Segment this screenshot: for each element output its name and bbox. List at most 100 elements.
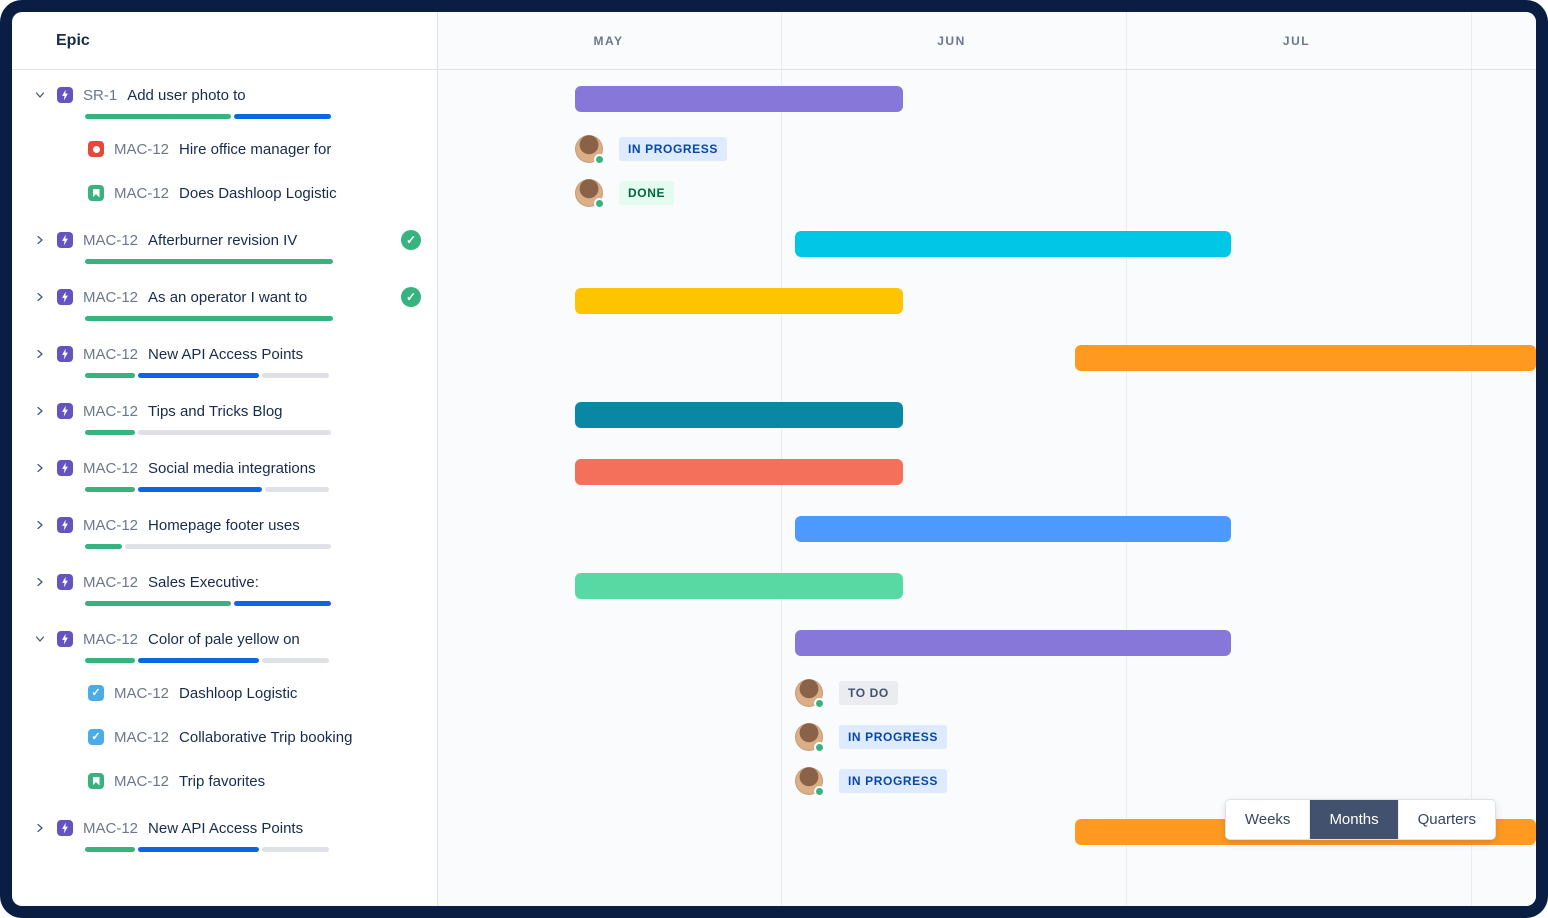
progress-segment <box>137 430 332 435</box>
issue-title: Trip favorites <box>179 772 266 790</box>
status-badge: IN PROGRESS <box>839 769 947 793</box>
issue-title: Does Dashloop Logistic <box>179 184 337 202</box>
timeline-bar[interactable] <box>795 629 1231 656</box>
progress-segment <box>85 658 135 663</box>
issue-title: New API Access Points <box>148 819 304 837</box>
status-badge: TO DO <box>839 681 898 705</box>
epic-row[interactable]: MAC-12 Sales Executive: <box>12 557 1536 614</box>
timeline-bar[interactable] <box>575 85 903 112</box>
avatar <box>795 723 825 753</box>
issue-title: Tips and Tricks Blog <box>148 402 283 420</box>
assignee-group: TO DO <box>795 671 1536 715</box>
progress-segment <box>85 544 123 549</box>
issue-key: SR-1 <box>83 86 118 104</box>
issue-key: MAC-12 <box>83 345 139 363</box>
chevron-right-icon[interactable] <box>33 518 47 532</box>
epic-row[interactable]: MAC-12 New API Access Points <box>12 329 1536 386</box>
status-badge: IN PROGRESS <box>839 725 947 749</box>
timeline-header: MAY JUN JUL <box>437 12 1536 69</box>
issue-key: MAC-12 <box>83 516 139 534</box>
epic-row[interactable]: MAC-12 Color of pale yellow on <box>12 614 1536 671</box>
epic-row[interactable]: MAC-12 Homepage footer uses <box>12 500 1536 557</box>
presence-dot-icon <box>814 742 825 753</box>
done-check-icon: ✓ <box>401 287 421 307</box>
epic-row[interactable]: MAC-12 As an operator I want to ✓ <box>12 272 1536 329</box>
progress-bar <box>85 544 333 549</box>
epic-icon <box>57 460 73 476</box>
progress-bar <box>85 259 333 264</box>
assignee-group: IN PROGRESS <box>795 715 1536 759</box>
chevron-right-icon[interactable] <box>33 821 47 835</box>
chevron-down-icon[interactable] <box>33 632 47 646</box>
issue-key: MAC-12 <box>114 772 170 790</box>
issue-key: MAC-12 <box>83 231 139 249</box>
issue-key: MAC-12 <box>83 288 139 306</box>
quarters-button[interactable]: Quarters <box>1397 800 1495 839</box>
status-badge: DONE <box>619 181 675 205</box>
issue-title: Afterburner revision IV <box>148 231 298 249</box>
progress-segment <box>262 847 330 852</box>
gridline <box>1126 12 1127 906</box>
epic-icon <box>57 289 73 305</box>
chevron-right-icon[interactable] <box>33 290 47 304</box>
issue-title: As an operator I want to <box>148 288 308 306</box>
presence-dot-icon <box>814 786 825 797</box>
chevron-right-icon[interactable] <box>33 404 47 418</box>
progress-segment <box>137 487 262 492</box>
epic-row[interactable]: MAC-12 Tips and Tricks Blog <box>12 386 1536 443</box>
timeline-bar[interactable] <box>575 458 903 485</box>
child-issue-row[interactable]: ✓ MAC-12 Collaborative Trip booking IN P… <box>12 715 1536 759</box>
timeline-bar[interactable] <box>795 230 1231 257</box>
progress-bar <box>85 316 333 321</box>
weeks-button[interactable]: Weeks <box>1225 800 1310 839</box>
epic-column-header: Epic <box>56 31 90 49</box>
issue-title: Sales Executive: <box>148 573 259 591</box>
progress-segment <box>85 430 135 435</box>
months-button[interactable]: Months <box>1309 800 1398 839</box>
story-icon <box>88 185 104 201</box>
chevron-down-icon[interactable] <box>33 88 47 102</box>
done-check-icon: ✓ <box>401 230 421 250</box>
epic-row[interactable]: MAC-12 Afterburner revision IV ✓ <box>12 215 1536 272</box>
view-toggle: Weeks Months Quarters <box>1225 800 1495 839</box>
epic-icon <box>57 403 73 419</box>
month-label-may: MAY <box>593 33 624 48</box>
chevron-right-icon[interactable] <box>33 233 47 247</box>
progress-segment <box>137 373 260 378</box>
chevron-right-icon[interactable] <box>33 347 47 361</box>
assignee-group: IN PROGRESS <box>575 127 1536 171</box>
status-badge: IN PROGRESS <box>619 137 727 161</box>
timeline-bar[interactable] <box>575 572 903 599</box>
child-issue-row[interactable]: ✓ MAC-12 Dashloop Logistic TO DO <box>12 671 1536 715</box>
epic-icon <box>57 87 73 103</box>
progress-bar <box>85 487 333 492</box>
timeline-bar[interactable] <box>575 401 903 428</box>
issue-key: MAC-12 <box>114 684 170 702</box>
issue-title: Social media integrations <box>148 459 316 477</box>
progress-bar <box>85 601 333 606</box>
progress-bar <box>85 847 333 852</box>
epic-row[interactable]: SR-1 Add user photo to <box>12 70 1536 127</box>
progress-segment <box>137 658 260 663</box>
epic-icon <box>57 820 73 836</box>
timeline-bar[interactable] <box>795 515 1231 542</box>
progress-segment <box>234 601 332 606</box>
month-label-jun: JUN <box>937 33 966 48</box>
progress-segment <box>85 114 232 119</box>
issue-key: MAC-12 <box>114 184 170 202</box>
timeline-bar[interactable] <box>575 287 903 314</box>
chevron-right-icon[interactable] <box>33 575 47 589</box>
progress-segment <box>137 847 260 852</box>
issue-key: MAC-12 <box>114 140 170 158</box>
child-issue-row[interactable]: MAC-12 Does Dashloop Logistic DONE <box>12 171 1536 215</box>
epic-row[interactable]: MAC-12 Social media integrations <box>12 443 1536 500</box>
avatar <box>795 679 825 709</box>
timeline-bar[interactable] <box>1075 344 1536 371</box>
issue-key: MAC-12 <box>83 573 139 591</box>
child-issue-row[interactable]: MAC-12 Hire office manager for IN PROGRE… <box>12 127 1536 171</box>
chevron-right-icon[interactable] <box>33 461 47 475</box>
progress-segment <box>85 373 135 378</box>
child-issue-row[interactable]: MAC-12 Trip favorites IN PROGRESS <box>12 759 1536 803</box>
epic-icon <box>57 517 73 533</box>
